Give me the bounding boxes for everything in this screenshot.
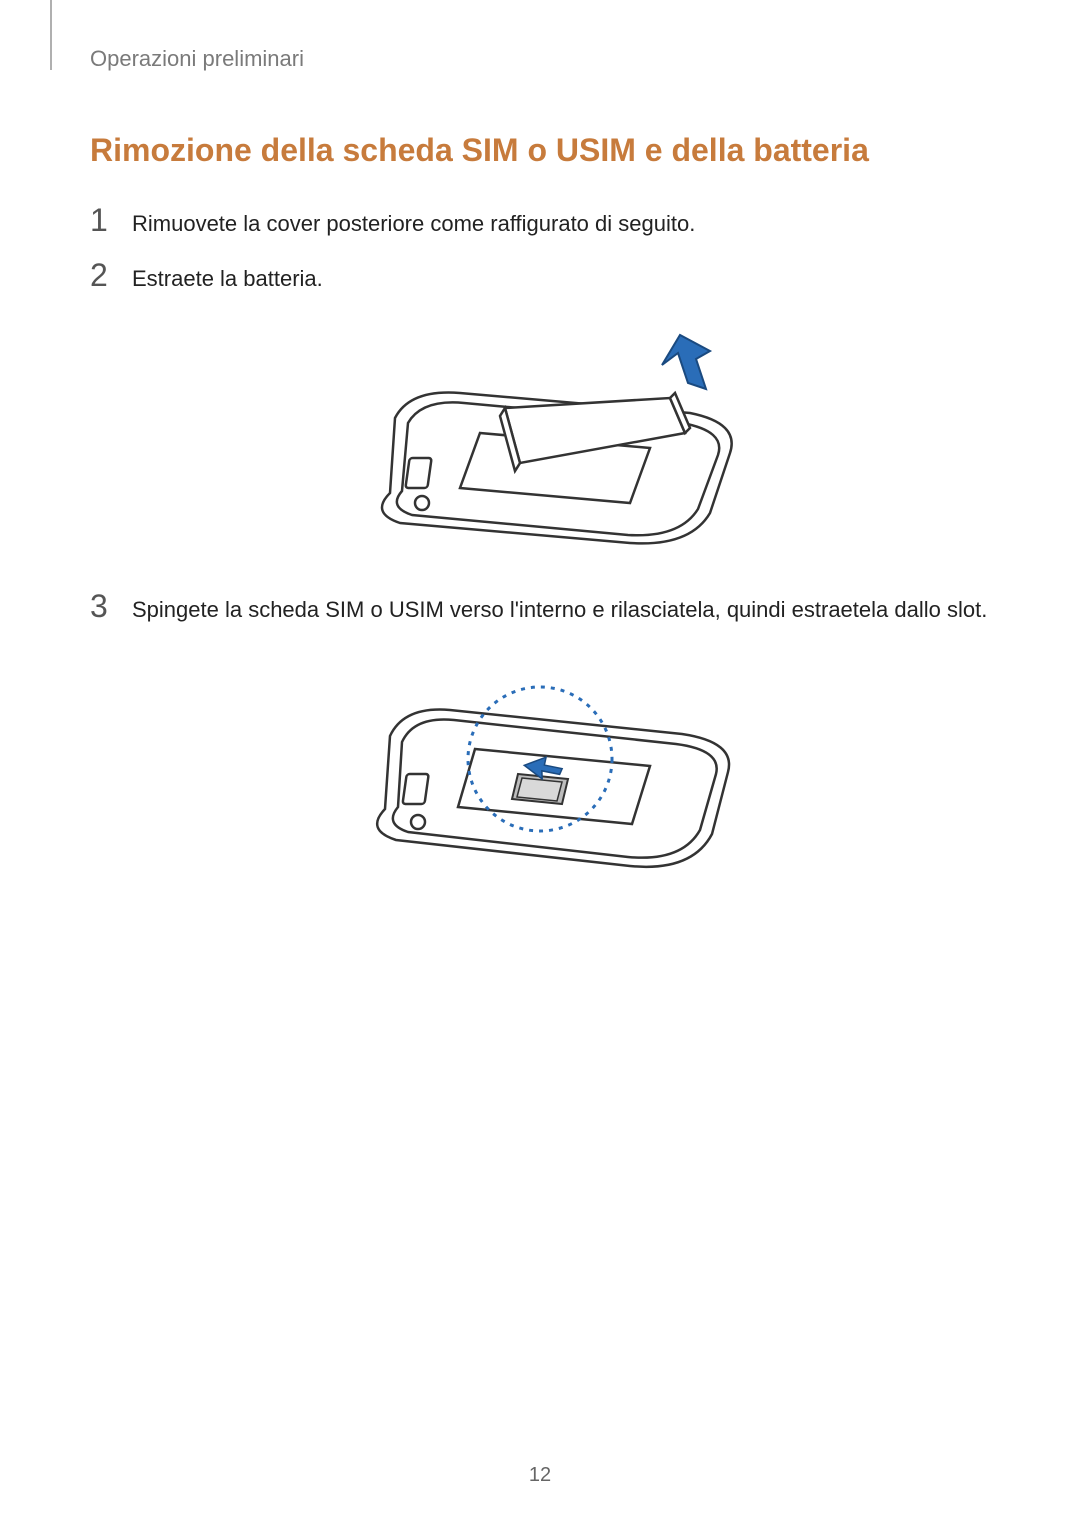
breadcrumb: Operazioni preliminari [90, 46, 990, 72]
step-1: 1 Rimuovete la cover posteriore come raf… [90, 203, 990, 240]
step-number: 2 [90, 259, 132, 291]
page-number: 12 [0, 1464, 1080, 1487]
step-text: Estraete la batteria. [132, 258, 323, 295]
step-text: Spingete la scheda SIM o USIM verso l'in… [132, 589, 987, 626]
step-2: 2 Estraete la batteria. [90, 258, 990, 295]
figure-sim [90, 644, 990, 884]
arrow-up-icon [662, 335, 710, 389]
step-3: 3 Spingete la scheda SIM o USIM verso l'… [90, 589, 990, 626]
step-number: 3 [90, 590, 132, 622]
side-rule [50, 0, 52, 70]
section-title: Rimozione della scheda SIM o USIM e dell… [90, 132, 990, 169]
step-number: 1 [90, 204, 132, 236]
step-text: Rimuovete la cover posteriore come raffi… [132, 203, 695, 240]
figure-battery: SAMSUNG [90, 313, 990, 553]
